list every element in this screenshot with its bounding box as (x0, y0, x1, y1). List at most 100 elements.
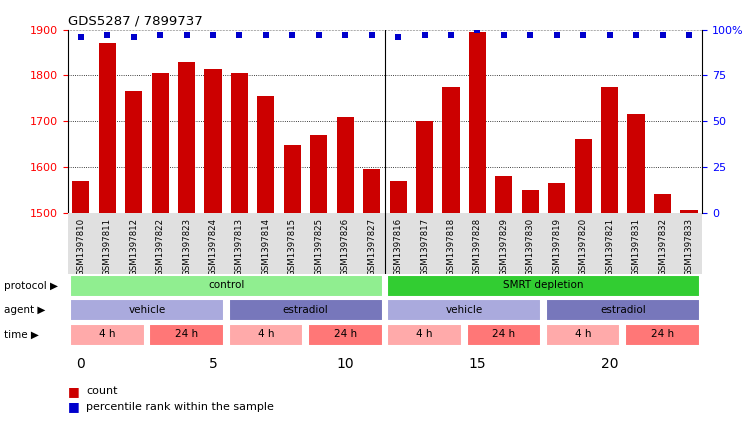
Point (312, 32, 324, 38)
Point (472, 26, 484, 33)
Text: SMRT depletion: SMRT depletion (503, 280, 584, 290)
Text: GSM1397818: GSM1397818 (447, 217, 456, 276)
Text: percentile rank within the sample: percentile rank within the sample (86, 402, 274, 412)
Point (392, 33, 404, 40)
Text: 24 h: 24 h (175, 329, 198, 339)
Text: GSM1397831: GSM1397831 (632, 217, 641, 276)
Bar (680, 210, 698, 213)
Point (445, 32, 457, 38)
Bar (628, 114, 644, 213)
Bar (310, 135, 327, 213)
Text: agent ▶: agent ▶ (4, 305, 45, 315)
Text: GSM1397820: GSM1397820 (579, 217, 588, 276)
Bar (284, 145, 301, 213)
Point (630, 32, 642, 38)
Text: vehicle: vehicle (445, 305, 483, 315)
Text: GSM1397829: GSM1397829 (499, 217, 508, 275)
Bar (258, 96, 275, 213)
Bar (469, 32, 486, 213)
Bar (388, 299, 541, 321)
Bar (548, 183, 566, 213)
Text: GSM1397822: GSM1397822 (155, 217, 164, 276)
Text: protocol ▶: protocol ▶ (4, 281, 58, 291)
Bar (308, 324, 382, 346)
Bar (601, 87, 618, 213)
Point (550, 32, 562, 38)
Text: time ▶: time ▶ (4, 330, 38, 340)
Bar (336, 117, 354, 213)
Point (234, 32, 246, 38)
Point (604, 32, 616, 38)
Bar (72, 181, 89, 213)
Point (260, 32, 272, 38)
Point (578, 32, 590, 38)
Text: GSM1397827: GSM1397827 (367, 217, 376, 276)
Bar (654, 194, 671, 213)
Bar (522, 190, 539, 213)
Text: GSM1397824: GSM1397824 (209, 217, 218, 276)
Bar (228, 299, 382, 321)
Bar (70, 275, 382, 297)
Point (339, 32, 351, 38)
Bar (495, 176, 512, 213)
Point (128, 33, 140, 40)
Text: GSM1397816: GSM1397816 (394, 217, 403, 276)
Text: count: count (86, 386, 118, 396)
Point (656, 32, 668, 38)
Text: vehicle: vehicle (128, 305, 165, 315)
Text: GSM1397826: GSM1397826 (341, 217, 350, 276)
Text: GSM1397828: GSM1397828 (473, 217, 482, 276)
Text: 24 h: 24 h (493, 329, 515, 339)
Text: 4 h: 4 h (416, 329, 433, 339)
Text: GSM1397819: GSM1397819 (552, 217, 561, 275)
Text: GSM1397825: GSM1397825 (314, 217, 323, 276)
Text: GSM1397832: GSM1397832 (658, 217, 667, 276)
Bar (546, 324, 620, 346)
Bar (149, 324, 224, 346)
Text: 4 h: 4 h (99, 329, 116, 339)
Text: 4 h: 4 h (258, 329, 274, 339)
Point (286, 32, 298, 38)
Text: estradiol: estradiol (600, 305, 646, 315)
Text: GSM1397821: GSM1397821 (605, 217, 614, 276)
Text: 24 h: 24 h (333, 329, 357, 339)
Bar (70, 324, 144, 346)
Bar (70, 299, 224, 321)
Bar (390, 181, 407, 213)
Point (498, 32, 510, 38)
Point (207, 32, 219, 38)
Bar (388, 275, 700, 297)
Text: GDS5287 / 7899737: GDS5287 / 7899737 (68, 14, 202, 27)
Text: GSM1397833: GSM1397833 (684, 217, 693, 276)
Bar (442, 87, 460, 213)
Bar (231, 73, 248, 213)
Text: ■: ■ (68, 385, 80, 398)
Bar (388, 324, 462, 346)
Point (418, 32, 430, 38)
Bar (416, 121, 433, 213)
Bar (466, 324, 541, 346)
Bar (546, 299, 700, 321)
Point (524, 32, 536, 38)
Bar (125, 91, 142, 213)
Bar (98, 43, 116, 213)
Point (75, 33, 87, 40)
Text: GSM1397813: GSM1397813 (235, 217, 244, 276)
Bar (575, 140, 592, 213)
Point (154, 32, 166, 38)
Bar (228, 324, 303, 346)
Text: ■: ■ (68, 401, 80, 413)
Text: 24 h: 24 h (651, 329, 674, 339)
Text: GSM1397812: GSM1397812 (129, 217, 138, 276)
Text: GSM1397814: GSM1397814 (261, 217, 270, 276)
Text: control: control (208, 280, 244, 290)
Point (366, 32, 378, 38)
Point (101, 32, 113, 38)
Text: GSM1397810: GSM1397810 (77, 217, 86, 276)
Bar (363, 169, 380, 213)
Bar (626, 324, 700, 346)
Text: GSM1397811: GSM1397811 (103, 217, 112, 276)
Text: GSM1397830: GSM1397830 (526, 217, 535, 276)
Point (180, 32, 192, 38)
Text: GSM1397815: GSM1397815 (288, 217, 297, 276)
